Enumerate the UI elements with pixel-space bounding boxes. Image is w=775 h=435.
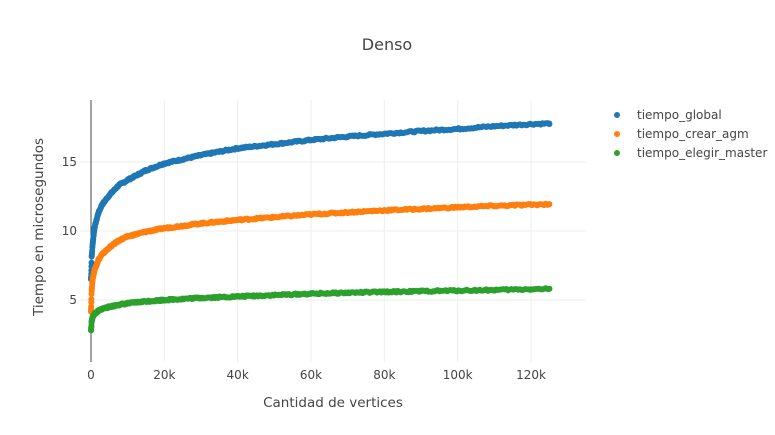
- data-point: [88, 303, 95, 310]
- legend-item[interactable]: tiempo_crear_agm: [614, 127, 749, 141]
- data-point: [88, 296, 95, 303]
- y-tick-label: 10: [62, 224, 77, 238]
- x-tick-label: 100k: [443, 368, 473, 382]
- legend-marker: [614, 131, 620, 137]
- series-tiempo_global: [88, 120, 553, 283]
- x-tick-label: 80k: [373, 368, 395, 382]
- x-tick-label: 20k: [153, 368, 175, 382]
- y-axis-title: Tiempo en microsegundos: [31, 138, 47, 317]
- legend-label: tiempo_elegir_master: [637, 146, 767, 160]
- tick-labels: 0 20k 40k 60k 80k 100k 120k 5 10 15: [62, 155, 546, 382]
- data-point: [546, 201, 553, 208]
- legend[interactable]: tiempo_global tiempo_crear_agm tiempo_eleg…: [614, 108, 767, 160]
- legend-marker: [614, 112, 620, 118]
- legend-label: tiempo_global: [637, 108, 722, 122]
- data-point: [546, 285, 553, 292]
- legend-marker: [614, 150, 620, 156]
- series-tiempo_elegir_master: [88, 285, 553, 334]
- legend-label: tiempo_crear_agm: [637, 127, 749, 141]
- legend-item[interactable]: tiempo_elegir_master: [614, 146, 767, 160]
- series-tiempo_crear_agm: [88, 200, 553, 315]
- data-point: [546, 121, 553, 128]
- x-axis-title: Cantidad de vertices: [263, 395, 403, 411]
- x-tick-label: 60k: [300, 368, 322, 382]
- chart-title: Denso: [362, 35, 412, 54]
- legend-item[interactable]: tiempo_global: [614, 108, 722, 122]
- y-tick-label: 15: [62, 155, 77, 169]
- x-tick-label: 0: [87, 368, 95, 382]
- x-tick-label: 40k: [227, 368, 249, 382]
- x-tick-label: 120k: [516, 368, 546, 382]
- data-points: [88, 120, 553, 334]
- y-tick-label: 5: [69, 293, 77, 307]
- data-point: [88, 259, 95, 266]
